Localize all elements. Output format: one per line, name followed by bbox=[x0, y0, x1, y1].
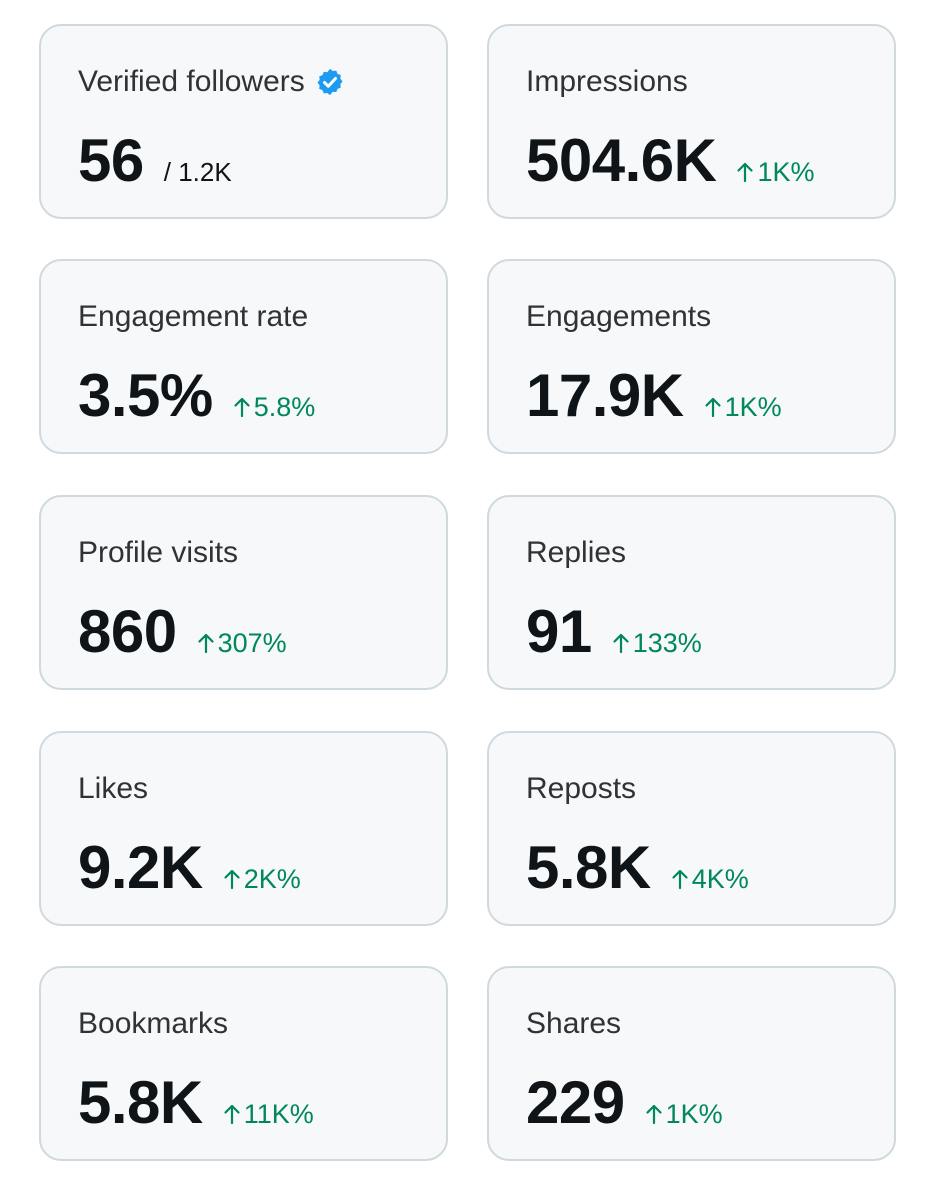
metric-label: Engagements bbox=[526, 300, 712, 333]
metric-delta: 2K% bbox=[223, 864, 301, 895]
metric-card-likes[interactable]: Likes 9.2K 2K% bbox=[39, 731, 448, 926]
metric-label: Bookmarks bbox=[78, 1007, 229, 1040]
metric-label: Shares bbox=[526, 1007, 622, 1040]
metric-value-row: 3.5% 5.8% bbox=[78, 361, 315, 431]
metric-label: Replies bbox=[526, 536, 627, 569]
arrow-up-icon bbox=[234, 397, 250, 418]
metric-value-row: 91 133% bbox=[526, 597, 702, 667]
metric-delta-value: 2K% bbox=[243, 864, 301, 894]
metric-card-impressions[interactable]: Impressions 504.6K 1K% bbox=[487, 24, 896, 219]
metric-value: 860 bbox=[78, 598, 177, 665]
metric-delta: 307% bbox=[197, 628, 287, 659]
metric-delta: 1K% bbox=[736, 157, 815, 188]
arrow-up-icon bbox=[224, 1104, 240, 1125]
metric-value-row: 504.6K 1K% bbox=[526, 126, 815, 196]
metric-label: Verified followers bbox=[78, 64, 345, 100]
metric-delta-value: 133% bbox=[632, 628, 702, 658]
metric-card-engagements[interactable]: Engagements 17.9K 1K% bbox=[487, 259, 896, 454]
metric-delta-value: 5.8% bbox=[253, 392, 316, 422]
metric-value: 5.8K bbox=[526, 834, 651, 901]
metric-card-shares[interactable]: Shares 229 1K% bbox=[487, 966, 896, 1161]
metric-delta: 5.8% bbox=[233, 392, 316, 423]
metric-label: Reposts bbox=[526, 772, 637, 805]
metric-value: 91 bbox=[526, 598, 592, 665]
metric-delta-value: 1K% bbox=[757, 157, 815, 187]
metric-value-row: 860 307% bbox=[78, 597, 287, 667]
metric-delta: 133% bbox=[612, 628, 702, 659]
metric-label: Profile visits bbox=[78, 536, 239, 569]
metric-label: Impressions bbox=[526, 65, 688, 98]
metric-value-row: 56 / 1.2K bbox=[78, 126, 232, 196]
metric-value: 5.8K bbox=[78, 1069, 203, 1136]
metric-label: Likes bbox=[78, 772, 149, 805]
metric-label-text: Verified followers bbox=[78, 65, 305, 98]
metric-card-reposts[interactable]: Reposts 5.8K 4K% bbox=[487, 731, 896, 926]
metric-value-row: 9.2K 2K% bbox=[78, 833, 301, 903]
metric-card-engagement-rate[interactable]: Engagement rate 3.5% 5.8% bbox=[39, 259, 448, 454]
metric-value: 56 bbox=[78, 127, 144, 194]
verified-badge-icon bbox=[317, 68, 343, 96]
arrow-up-icon bbox=[224, 869, 240, 890]
metric-delta-value: 1K% bbox=[665, 1099, 723, 1129]
metric-value-row: 17.9K 1K% bbox=[526, 361, 782, 431]
metric-value-row: 5.8K 4K% bbox=[526, 833, 749, 903]
metric-card-bookmarks[interactable]: Bookmarks 5.8K 11K% bbox=[39, 966, 448, 1161]
metric-total: / 1.2K bbox=[163, 157, 232, 187]
arrow-up-icon bbox=[646, 1104, 662, 1125]
metric-delta-value: 307% bbox=[217, 628, 287, 658]
arrow-up-icon bbox=[672, 869, 688, 890]
metric-card-profile-visits[interactable]: Profile visits 860 307% bbox=[39, 495, 448, 690]
metric-value: 229 bbox=[526, 1069, 625, 1136]
metric-label: Engagement rate bbox=[78, 300, 309, 333]
metric-value: 17.9K bbox=[526, 362, 684, 429]
arrow-up-icon bbox=[198, 633, 214, 654]
metric-card-replies[interactable]: Replies 91 133% bbox=[487, 495, 896, 690]
metric-delta: 11K% bbox=[223, 1099, 314, 1130]
metric-delta-value: 4K% bbox=[691, 864, 749, 894]
metric-value-row: 229 1K% bbox=[526, 1068, 723, 1138]
metric-delta: 1K% bbox=[704, 392, 782, 423]
arrow-up-icon bbox=[613, 633, 629, 654]
metric-delta: 4K% bbox=[671, 864, 749, 895]
metric-delta-value: 11K% bbox=[243, 1099, 314, 1129]
metric-card-verified-followers[interactable]: Verified followers 56 / 1.2K bbox=[39, 24, 448, 219]
metric-delta-value: 1K% bbox=[724, 392, 782, 422]
metric-value: 9.2K bbox=[78, 834, 203, 901]
metric-delta: 1K% bbox=[645, 1099, 723, 1130]
metric-value: 504.6K bbox=[526, 127, 717, 194]
metric-value-row: 5.8K 11K% bbox=[78, 1068, 314, 1138]
arrow-up-icon bbox=[737, 162, 754, 183]
arrow-up-icon bbox=[705, 397, 721, 418]
metric-value: 3.5% bbox=[78, 362, 213, 429]
